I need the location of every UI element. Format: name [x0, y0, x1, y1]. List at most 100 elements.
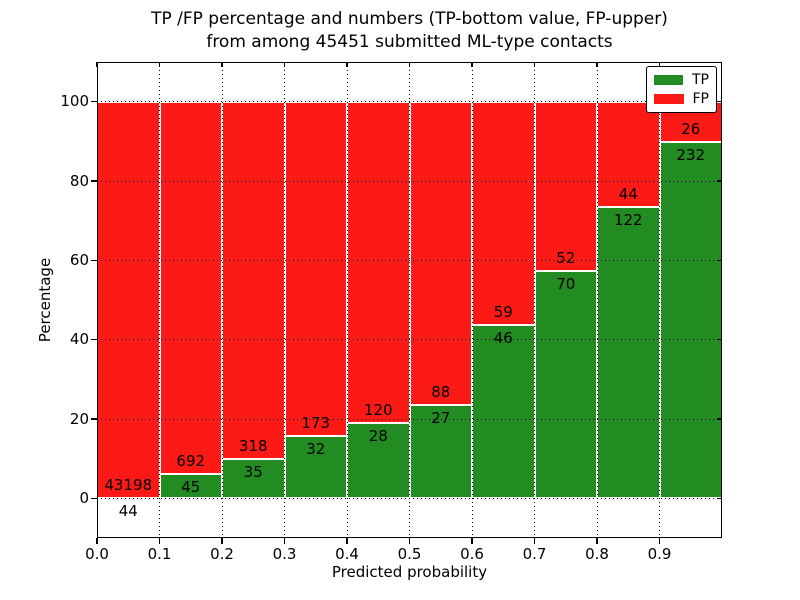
y-tick-label: 80: [69, 171, 89, 190]
x-tick-mark: [346, 538, 348, 544]
tp-count-label: 28: [368, 427, 388, 446]
x-tick-mark-top: [408, 62, 411, 67]
chart-title-line-2: from among 45451 submitted ML-type conta…: [206, 32, 613, 52]
x-tick-label: 0.9: [647, 545, 672, 563]
x-tick-mark: [596, 538, 598, 544]
tp-color-swatch: [654, 74, 683, 85]
y-tick-mark-right: [717, 259, 722, 262]
x-tick-label: 0.3: [272, 545, 297, 563]
fp-bar-segment: [159, 101, 222, 475]
legend-label-tp: TP: [692, 71, 709, 88]
v-gridline: [221, 62, 223, 538]
plot-area: 43198 44 692 45 318 35 173 32 120 28 88 27 59 46 52 70 4…: [91, 62, 722, 544]
fp-count-label: 52: [556, 248, 576, 267]
x-tick-mark-top: [533, 62, 536, 67]
x-tick-mark-top: [283, 62, 286, 67]
y-tick-label: 0: [79, 488, 89, 507]
tp-count-label: 27: [431, 409, 451, 428]
fp-count-label: 318: [238, 437, 268, 455]
x-tick-mark-top: [471, 62, 473, 67]
x-tick-mark-top: [596, 62, 598, 67]
legend-entry-fp: FP: [654, 92, 709, 106]
x-tick-mark: [158, 538, 161, 544]
fp-count-label: 120: [363, 401, 393, 420]
v-gridline: [659, 62, 660, 538]
x-tick-label: 0.1: [147, 545, 172, 563]
x-tick-label: 0.2: [210, 545, 234, 563]
fp-count-label: 173: [301, 414, 331, 433]
y-tick-mark: [91, 259, 97, 262]
tp-count-label: 35: [243, 463, 263, 481]
tp-count-label: 70: [556, 274, 576, 293]
x-tick-mark-top: [221, 62, 223, 67]
y-tick-mark: [91, 100, 97, 103]
fp-count-label: 44: [618, 184, 638, 203]
x-tick-mark: [658, 538, 661, 544]
y-tick-mark-right: [717, 100, 722, 103]
y-tick-label: 40: [69, 330, 89, 349]
x-tick-mark: [471, 538, 473, 544]
x-tick-mark-top: [158, 62, 161, 67]
v-gridline: [284, 62, 285, 538]
x-tick-mark: [221, 538, 223, 544]
fp-bar-segment: [222, 101, 285, 459]
x-axis-label: Predicted probability: [331, 563, 488, 581]
v-gridline: [346, 62, 348, 538]
chart-title: TP /FP percentage and numbers (TP-bottom…: [97, 8, 722, 54]
fp-color-swatch: [654, 94, 684, 105]
tp-bar-segment: [159, 474, 222, 499]
legend-label-fp: FP: [692, 91, 710, 108]
y-tick-mark-right: [717, 338, 722, 341]
tp-count-label: 32: [306, 440, 326, 459]
y-tick-label: 60: [69, 250, 89, 269]
x-tick-label: 0.6: [460, 545, 484, 563]
tp-bar-segment: [659, 141, 722, 499]
v-gridline: [596, 62, 598, 538]
legend: TP FP: [646, 66, 717, 113]
legend-entry-tp: TP: [654, 73, 709, 87]
y-tick-mark: [91, 338, 97, 341]
y-tick-mark-right: [717, 180, 722, 182]
y-tick-label: 20: [69, 409, 89, 428]
y-tick-mark-right: [717, 497, 722, 500]
y-tick-mark: [91, 497, 97, 500]
x-tick-mark-top: [658, 62, 661, 67]
tp-count-label: 46: [493, 328, 513, 347]
fp-count-label: 59: [493, 302, 513, 321]
x-tick-label: 0.5: [397, 545, 422, 563]
v-gridline: [534, 62, 535, 538]
tp-bar-segment: [222, 459, 285, 499]
x-tick-mark: [408, 538, 411, 544]
y-tick-mark-right: [717, 418, 722, 420]
v-gridline: [471, 62, 473, 538]
fp-count-label: 88: [431, 383, 451, 402]
v-gridline: [409, 62, 410, 538]
tp-count-label: 232: [676, 145, 706, 164]
fp-bar-segment: [409, 101, 472, 406]
tp-bar-segment: [534, 270, 597, 499]
chart-title-line-1: TP /FP percentage and numbers (TP-bottom…: [151, 9, 668, 29]
fp-bar-segment: [534, 101, 597, 271]
x-tick-mark: [283, 538, 286, 544]
fp-bar-segment: [284, 101, 347, 437]
fp-bar-segment: [97, 101, 160, 498]
fp-bar-segment: [347, 101, 410, 424]
fp-count-label: 692: [176, 452, 206, 471]
fp-count-label: 26: [681, 119, 701, 138]
y-tick-mark: [91, 418, 97, 420]
y-tick-label: 100: [60, 92, 89, 111]
x-tick-mark-top: [96, 62, 98, 67]
x-tick-mark: [533, 538, 536, 544]
tp-bar-segment: [597, 206, 660, 499]
x-tick-label: 0.8: [585, 545, 609, 563]
fp-bar-segment: [472, 101, 535, 325]
y-tick-mark: [91, 180, 97, 182]
x-tick-label: 0.7: [522, 545, 547, 563]
tp-count-label: 122: [613, 210, 643, 229]
x-tick-label: 0.4: [335, 545, 359, 563]
fp-count-label: 43198: [104, 475, 153, 494]
tp-count-label: 44: [118, 501, 138, 520]
x-tick-mark-top: [346, 62, 348, 67]
tp-bar-segment: [472, 324, 535, 499]
